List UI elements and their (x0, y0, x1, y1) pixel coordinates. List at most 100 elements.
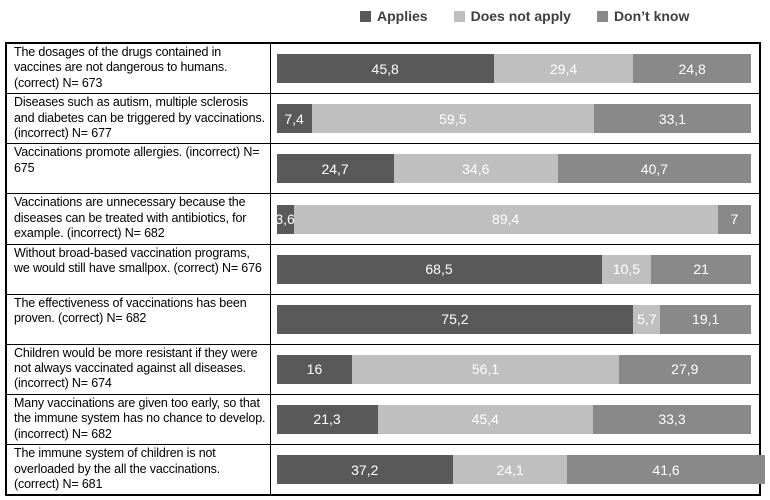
bar-segment-applies: 37,2 (276, 455, 453, 485)
bar-segment-applies: 7,4 (276, 104, 312, 134)
legend: Applies Does not apply Don’t know (360, 8, 689, 24)
bar-segment-does-not-apply: 89,4 (293, 204, 718, 234)
stacked-bar: 24,7 34,6 40,7 (276, 154, 752, 184)
statement-row: Vaccinations promote allergies. (incorre… (5, 143, 761, 195)
bar-segment-applies: 3,6 (275, 204, 295, 234)
statement-row: Without broad-based vaccination programs… (5, 243, 761, 295)
statement-row: Diseases such as autism, multiple sclero… (5, 93, 761, 145)
bar-value-label: 59,5 (439, 110, 467, 127)
bar-cell: 16 56,1 27,9 (269, 343, 761, 395)
statements-chart-table: The dosages of the drugs contained in va… (5, 42, 765, 497)
bar-segment-dont-know: 21 (651, 254, 751, 284)
bar-segment-dont-know: 33,3 (592, 404, 751, 434)
statement-label: Vaccinations are unnecessary because the… (5, 193, 271, 245)
stacked-bar: 68,5 10,5 21 (276, 254, 752, 284)
statement-row: The effectiveness of vaccinations has be… (5, 293, 761, 345)
bar-cell: 3,6 89,4 7 (269, 193, 761, 245)
bar-segment-does-not-apply: 5,7 (633, 304, 661, 334)
legend-label: Applies (377, 8, 428, 24)
bar-segment-does-not-apply: 24,1 (453, 455, 568, 485)
statement-row: The immune system of children is not ove… (5, 444, 765, 496)
statement-row: Children would be more resistant if they… (5, 343, 761, 395)
bar-cell: 68,5 10,5 21 (269, 243, 761, 295)
bar-segment-applies: 75,2 (276, 304, 634, 334)
bar-segment-dont-know: 7 (717, 204, 751, 234)
statement-label: Children would be more resistant if they… (5, 343, 271, 395)
bar-value-label: 40,7 (640, 160, 669, 177)
statement-label: The effectiveness of vaccinations has be… (5, 293, 271, 345)
bar-value-label: 29,4 (549, 60, 578, 77)
statement-label: Without broad-based vaccination programs… (5, 243, 271, 295)
legend-item-does-not-apply: Does not apply (453, 8, 571, 24)
statement-row: Vaccinations are unnecessary because the… (5, 193, 761, 245)
stacked-bar: 37,2 24,1 41,6 (276, 455, 765, 485)
bar-value-label: 21 (693, 261, 709, 278)
statement-label: The dosages of the drugs contained in va… (5, 42, 271, 95)
bar-cell: 75,2 5,7 19,1 (269, 293, 761, 345)
stacked-bar: 16 56,1 27,9 (276, 354, 752, 384)
statement-label: Many vaccinations are given too early, s… (5, 393, 271, 446)
bar-value-label: 24,8 (678, 60, 706, 77)
bar-segment-dont-know: 27,9 (618, 354, 751, 384)
legend-swatch-icon (453, 10, 465, 22)
bar-value-label: 7 (730, 211, 739, 228)
statement-row: Many vaccinations are given too early, s… (5, 393, 761, 446)
bar-value-label: 10,5 (612, 261, 641, 278)
stacked-bar: 7,4 59,5 33,1 (276, 104, 752, 134)
stacked-bar: 45,8 29,4 24,8 (276, 54, 752, 84)
bar-segment-dont-know: 24,8 (633, 54, 751, 84)
bar-segment-does-not-apply: 45,4 (377, 404, 593, 434)
bar-value-label: 27,9 (671, 361, 699, 378)
bar-value-label: 41,6 (652, 461, 680, 478)
bar-value-label: 7,4 (284, 110, 304, 127)
legend-item-applies: Applies (360, 8, 428, 24)
bar-value-label: 5,7 (637, 311, 657, 328)
bar-segment-dont-know: 40,7 (557, 154, 751, 184)
stacked-bar: 75,2 5,7 19,1 (276, 304, 752, 334)
bar-segment-does-not-apply: 10,5 (601, 254, 652, 284)
bar-segment-applies: 16 (276, 354, 353, 384)
stacked-bar: 3,6 89,4 7 (275, 204, 752, 234)
legend-label: Does not apply (470, 8, 571, 24)
bar-segment-applies: 24,7 (276, 154, 394, 184)
bar-segment-dont-know: 41,6 (567, 455, 765, 485)
bar-value-label: 19,1 (692, 311, 720, 328)
bar-value-label: 56,1 (471, 361, 500, 378)
bar-value-label: 75,2 (441, 311, 469, 328)
bar-value-label: 21,3 (313, 411, 341, 428)
bar-value-label: 34,6 (462, 160, 490, 177)
bar-value-label: 45,4 (471, 411, 499, 428)
stacked-bar: 21,3 45,4 33,3 (276, 404, 752, 434)
bar-value-label: 24,1 (496, 461, 524, 478)
bar-segment-dont-know: 19,1 (660, 304, 751, 334)
bar-segment-does-not-apply: 56,1 (352, 354, 619, 384)
legend-swatch-icon (596, 10, 608, 22)
statements-table-body: The dosages of the drugs contained in va… (5, 42, 765, 496)
bar-value-label: 33,3 (658, 411, 686, 428)
legend-item-dont-know: Don’t know (596, 8, 690, 24)
bar-segment-applies: 45,8 (276, 54, 494, 84)
legend-label: Don’t know (613, 8, 690, 24)
statement-label: The immune system of children is not ove… (5, 444, 271, 496)
statement-label: Diseases such as autism, multiple sclero… (5, 93, 271, 145)
statement-label: Vaccinations promote allergies. (incorre… (5, 143, 271, 195)
bar-value-label: 68,5 (425, 261, 453, 278)
bar-cell: 24,7 34,6 40,7 (269, 143, 761, 195)
statement-row: The dosages of the drugs contained in va… (5, 42, 761, 95)
bar-value-label: 37,2 (351, 461, 379, 478)
bar-segment-does-not-apply: 34,6 (393, 154, 558, 184)
bar-segment-dont-know: 33,1 (593, 104, 751, 134)
bar-cell: 7,4 59,5 33,1 (269, 93, 761, 145)
bar-segment-applies: 68,5 (276, 254, 602, 284)
bar-cell: 37,2 24,1 41,6 (269, 444, 765, 496)
bar-cell: 45,8 29,4 24,8 (269, 42, 761, 95)
bar-value-label: 24,7 (321, 160, 349, 177)
bar-value-label: 3,6 (275, 211, 295, 228)
bar-value-label: 45,8 (371, 60, 399, 77)
bar-segment-does-not-apply: 29,4 (493, 54, 634, 84)
bar-segment-applies: 21,3 (276, 404, 378, 434)
legend-swatch-icon (360, 10, 371, 22)
bar-cell: 21,3 45,4 33,3 (269, 393, 761, 446)
bar-value-label: 16 (306, 361, 323, 378)
